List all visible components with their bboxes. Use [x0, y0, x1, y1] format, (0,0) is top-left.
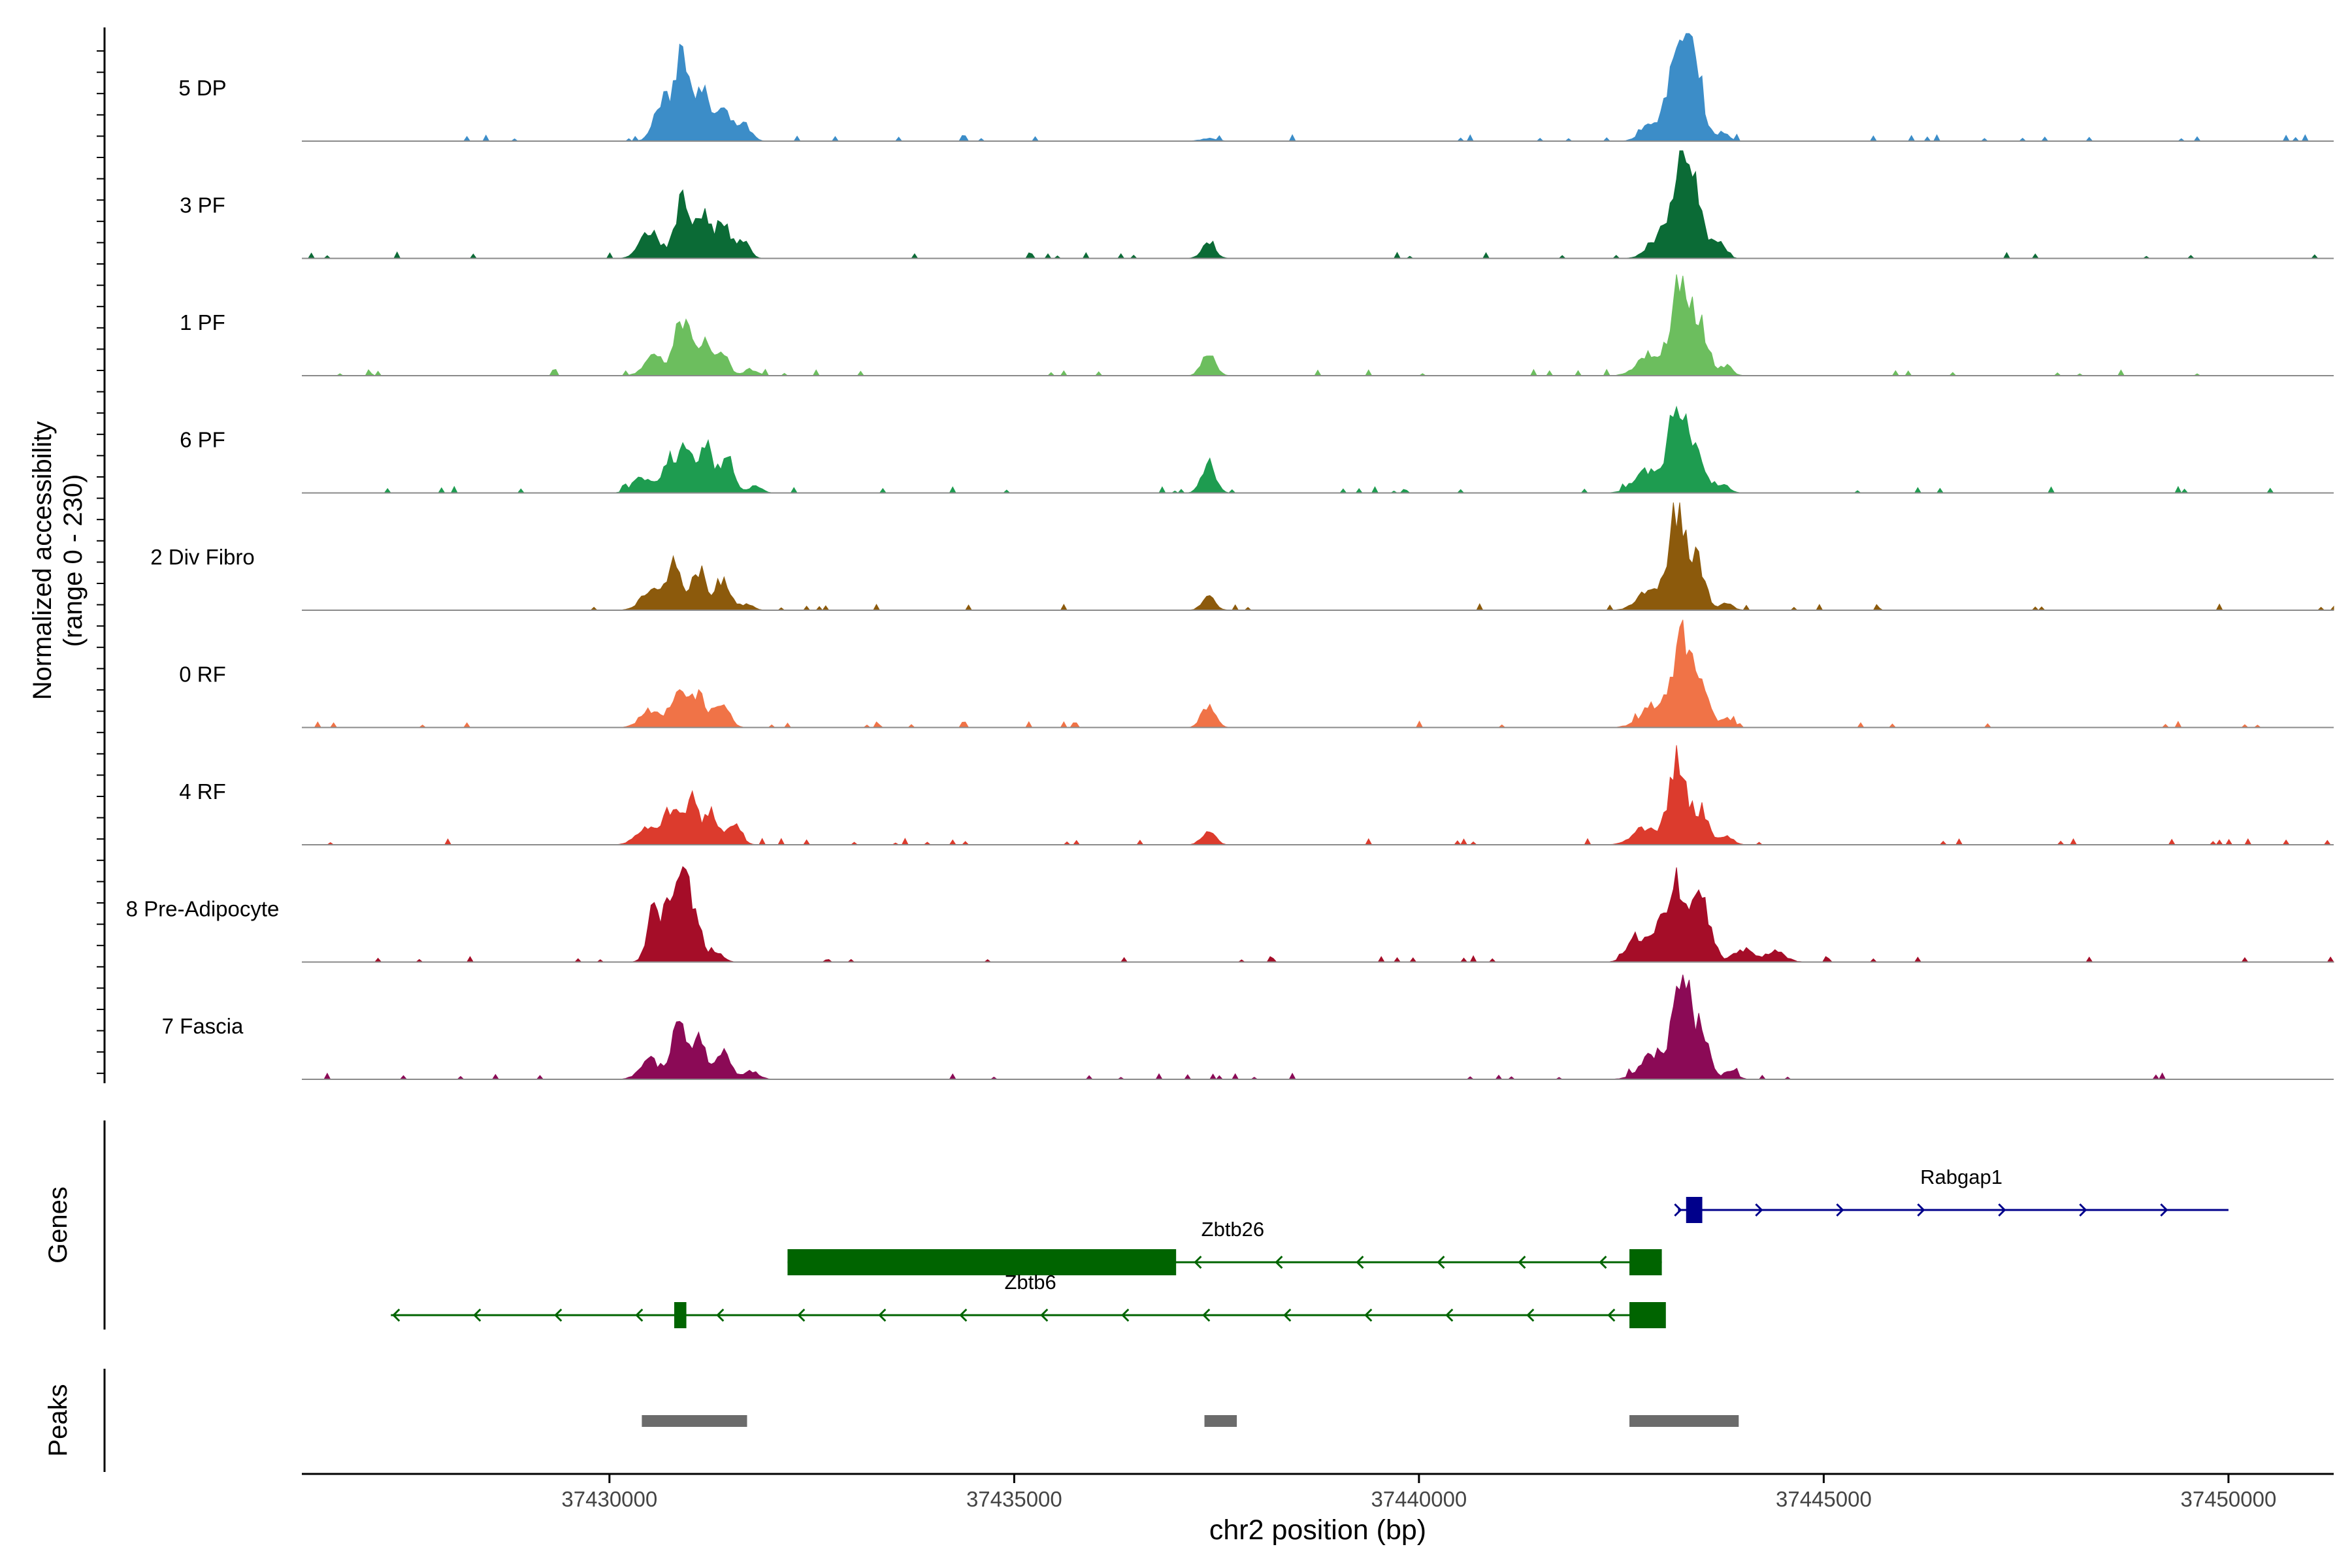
- track-label: 0 RF: [179, 662, 226, 687]
- track-label: 3 PF: [180, 193, 225, 218]
- strand-arrow: [878, 1308, 887, 1322]
- strand-arrow: [2160, 1203, 2168, 1217]
- genes-panel-title: Genes: [44, 1186, 73, 1264]
- x-tick-label: 37450000: [2181, 1487, 2277, 1511]
- gene-exon: [674, 1302, 687, 1328]
- peaks-panel-title: Peaks: [44, 1384, 73, 1456]
- strand-arrow: [1283, 1308, 1292, 1322]
- gene-exon: [1629, 1249, 1662, 1275]
- y-axis-title-line1: Normalized accessibility: [28, 421, 57, 700]
- strand-arrow: [473, 1308, 482, 1322]
- strand-arrow: [1121, 1308, 1130, 1322]
- strand-arrow: [959, 1308, 968, 1322]
- strand-arrow: [1194, 1255, 1202, 1269]
- strand-arrow: [1445, 1308, 1454, 1322]
- strand-arrow: [1040, 1308, 1049, 1322]
- strand-arrow: [797, 1308, 806, 1322]
- x-axis-title: chr2 position (bp): [1209, 1514, 1426, 1546]
- gene-models: Rabgap1 Zbtb26 Zbtb6: [391, 1166, 2229, 1328]
- coverage-track: 3 PF: [180, 150, 2334, 259]
- strand-arrow: [1607, 1308, 1616, 1322]
- track-label: 4 RF: [179, 779, 226, 804]
- strand-arrow: [1599, 1255, 1607, 1269]
- track-label: 8 Pre-Adipocyte: [126, 897, 280, 921]
- peak-region-bar: [642, 1415, 747, 1427]
- coverage-track: 2 Div Fibro: [150, 502, 2334, 611]
- track-label: 6 PF: [180, 428, 225, 452]
- gene-label: Zbtb6: [1004, 1271, 1056, 1294]
- gene-model: Zbtb26: [787, 1218, 1662, 1275]
- strand-arrow: [2079, 1203, 2087, 1217]
- x-tick-label: 37435000: [966, 1487, 1062, 1511]
- strand-arrow: [1364, 1308, 1373, 1322]
- strand-arrow: [716, 1308, 725, 1322]
- coverage-track: 8 Pre-Adipocyte: [126, 866, 2334, 963]
- strand-arrow: [1202, 1308, 1211, 1322]
- x-tick-label: 37430000: [561, 1487, 657, 1511]
- track-label: 7 Fascia: [162, 1014, 244, 1038]
- coverage-y-axis: [97, 27, 106, 1083]
- coverage-axis-ticks: [97, 50, 105, 1074]
- coverage-tracks: 5 DP 3 PF 1 PF 6 PF 2 Div Fibro 0 RF 4 RF 8 Pre…: [126, 33, 2334, 1080]
- strand-arrow: [1998, 1203, 2006, 1217]
- coverage-track: 0 RF: [179, 619, 2334, 728]
- strand-arrow: [1755, 1203, 1763, 1217]
- strand-arrow: [1836, 1203, 1844, 1217]
- strand-arrow: [1437, 1255, 1445, 1269]
- coverage-track: 6 PF: [180, 405, 2334, 494]
- coverage-track: 1 PF: [180, 274, 2334, 376]
- peak-regions: [642, 1415, 1739, 1427]
- x-tick-label: 37445000: [1776, 1487, 1872, 1511]
- coverage-track: 4 RF: [179, 745, 2334, 845]
- strand-arrow: [1526, 1308, 1535, 1322]
- strand-arrow: [1356, 1255, 1364, 1269]
- strand-arrow: [392, 1308, 400, 1322]
- gene-model: Zbtb6: [391, 1271, 1666, 1328]
- gene-model: Rabgap1: [1674, 1166, 2229, 1223]
- x-axis: 37430000 37435000 37440000 37445000 37450000…: [302, 1473, 2334, 1546]
- x-axis-ticks: 37430000 37435000 37440000 37445000 37450000: [561, 1474, 2276, 1511]
- coverage-track: 7 Fascia: [162, 974, 2334, 1080]
- x-tick-label: 37440000: [1371, 1487, 1467, 1511]
- gene-exon: [787, 1249, 1177, 1275]
- strand-arrow: [1275, 1255, 1283, 1269]
- y-axis-title-line2: (range 0 - 230): [59, 474, 88, 647]
- gene-label: Rabgap1: [1920, 1166, 2002, 1188]
- track-label: 5 DP: [178, 76, 226, 100]
- gene-exon: [1629, 1302, 1666, 1328]
- strand-arrow: [1674, 1203, 1682, 1217]
- strand-arrow: [554, 1308, 563, 1322]
- gene-label: Zbtb26: [1201, 1218, 1265, 1241]
- peak-region-bar: [1204, 1415, 1237, 1427]
- strand-arrow: [1917, 1203, 1925, 1217]
- peak-region-bar: [1629, 1415, 1739, 1427]
- coverage-track: 5 DP: [178, 33, 2334, 142]
- gene-exon: [1686, 1197, 1703, 1223]
- strand-arrow: [635, 1308, 644, 1322]
- track-label: 1 PF: [180, 310, 225, 335]
- track-label: 2 Div Fibro: [150, 545, 255, 569]
- strand-arrow: [1518, 1255, 1526, 1269]
